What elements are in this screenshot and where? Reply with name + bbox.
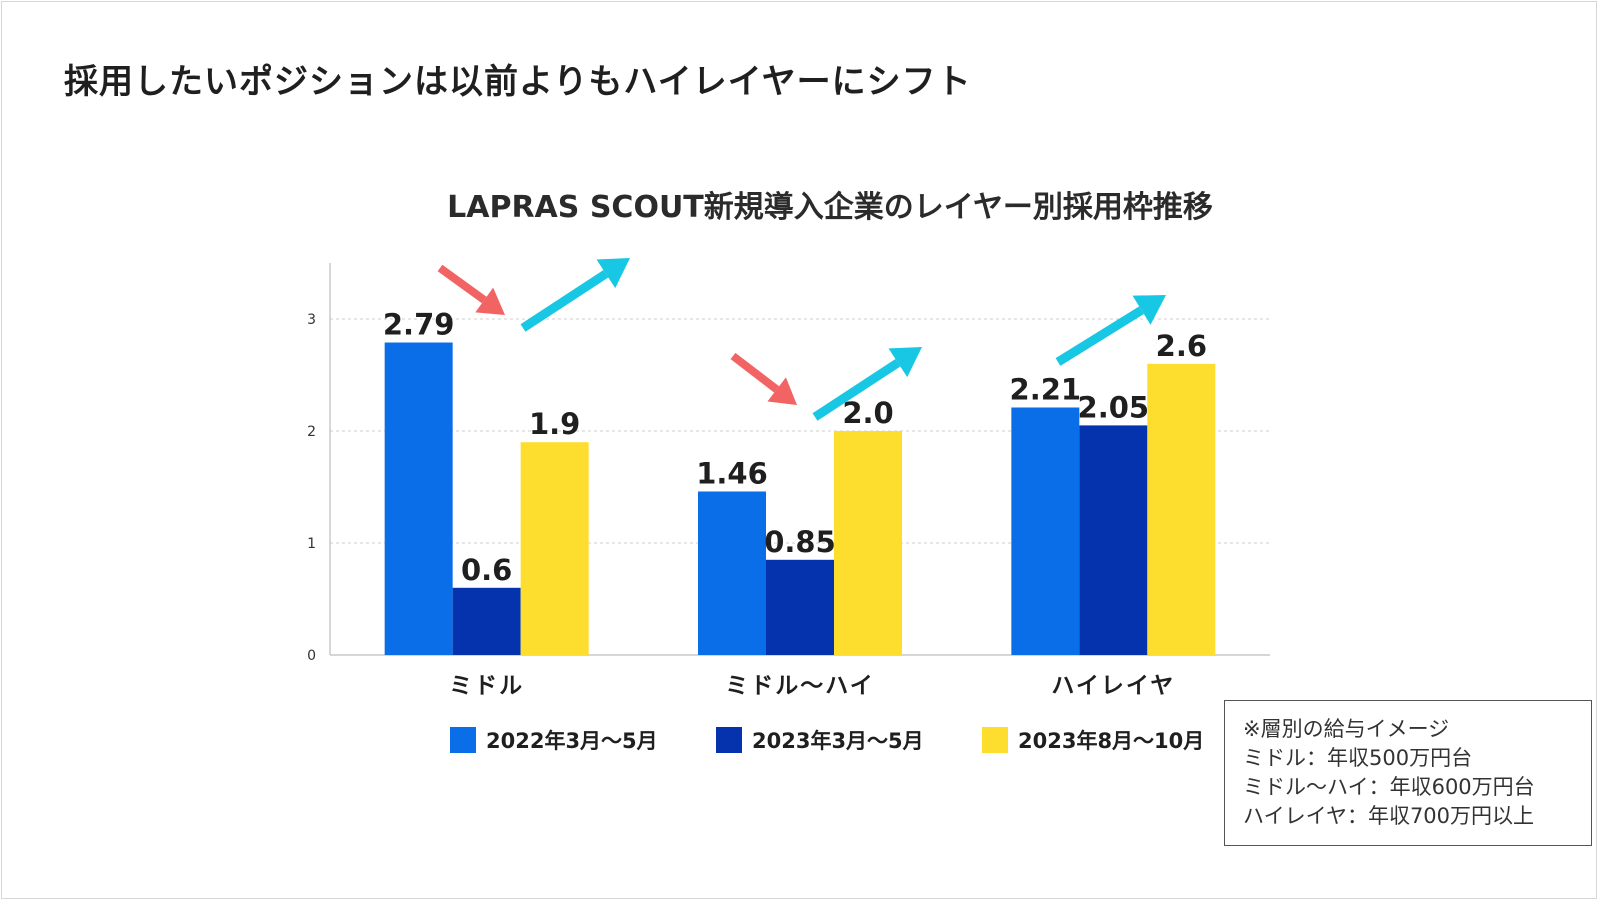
data-label: 0.85 bbox=[764, 525, 836, 559]
y-tick-label: 0 bbox=[307, 648, 316, 664]
legend-swatch bbox=[450, 727, 476, 753]
data-label: 2.05 bbox=[1078, 390, 1150, 424]
data-label: 0.6 bbox=[461, 553, 512, 587]
legend-swatch bbox=[716, 727, 742, 753]
bar bbox=[452, 587, 521, 655]
y-tick-label: 3 bbox=[307, 312, 316, 328]
note-line: ※層別の給与イメージ bbox=[1243, 717, 1450, 741]
data-label: 2.21 bbox=[1010, 372, 1082, 406]
bar bbox=[834, 431, 902, 655]
bar bbox=[384, 342, 453, 655]
bar bbox=[1079, 425, 1148, 655]
data-label: 2.79 bbox=[383, 308, 455, 342]
down-arrow-head bbox=[767, 377, 797, 405]
x-category-label: ミドル〜ハイ bbox=[725, 673, 875, 699]
chart-title: LAPRAS SCOUT新規導入企業のレイヤー別採用枠推移 bbox=[447, 190, 1213, 225]
data-label: 1.46 bbox=[696, 456, 768, 490]
x-category-label: ハイレイヤ bbox=[1051, 673, 1175, 699]
y-tick-label: 1 bbox=[307, 536, 316, 552]
legend-swatch bbox=[982, 727, 1008, 753]
down-arrow bbox=[437, 264, 487, 304]
y-tick-label: 2 bbox=[307, 424, 316, 440]
x-category-label: ミドル bbox=[449, 673, 524, 699]
bar bbox=[766, 559, 834, 655]
salary-note-box: ※層別の給与イメージ ミドル：年収500万円台 ミドル〜ハイ：年収600万円台 … bbox=[1224, 700, 1592, 846]
note-line: ハイレイヤ：年収700万円以上 bbox=[1243, 804, 1535, 828]
slide-title: 採用したいポジションは以前よりもハイレイヤーにシフト bbox=[64, 62, 972, 102]
legend-label: 2022年3月〜5月 bbox=[486, 729, 658, 753]
down-arrow bbox=[730, 352, 780, 393]
up-arrow bbox=[812, 359, 901, 421]
up-arrow-head bbox=[1132, 295, 1166, 325]
bar bbox=[1147, 363, 1216, 655]
note-line: ミドル〜ハイ：年収600万円台 bbox=[1243, 775, 1535, 799]
bar bbox=[1011, 407, 1080, 655]
note-line: ミドル：年収500万円台 bbox=[1243, 746, 1473, 770]
bar bbox=[698, 491, 766, 655]
bar bbox=[520, 442, 589, 655]
legend-label: 2023年3月〜5月 bbox=[752, 729, 924, 753]
down-arrow-head bbox=[475, 287, 505, 315]
data-label: 1.9 bbox=[529, 407, 580, 441]
legend-label: 2023年8月〜10月 bbox=[1018, 729, 1204, 753]
up-arrow bbox=[1055, 306, 1144, 366]
up-arrow bbox=[520, 270, 609, 332]
up-arrow-head bbox=[596, 258, 630, 289]
data-label: 2.6 bbox=[1156, 329, 1207, 363]
up-arrow-head bbox=[888, 347, 922, 378]
data-label: 2.0 bbox=[842, 396, 893, 430]
